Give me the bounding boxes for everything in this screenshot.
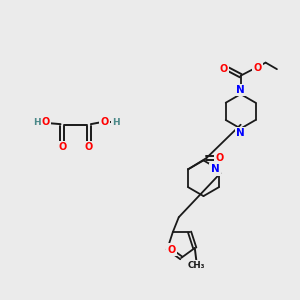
Text: O: O bbox=[42, 117, 50, 128]
Text: CH₃: CH₃ bbox=[188, 261, 206, 270]
Text: N: N bbox=[236, 128, 245, 138]
Text: O: O bbox=[85, 142, 93, 152]
Text: N: N bbox=[211, 164, 220, 174]
Text: O: O bbox=[167, 244, 175, 254]
Text: O: O bbox=[215, 153, 224, 163]
Text: H: H bbox=[112, 118, 120, 127]
Text: O: O bbox=[219, 64, 227, 74]
Text: H: H bbox=[33, 118, 40, 127]
Text: O: O bbox=[100, 117, 109, 128]
Text: N: N bbox=[236, 85, 245, 95]
Text: O: O bbox=[253, 63, 261, 73]
Text: O: O bbox=[58, 142, 66, 152]
